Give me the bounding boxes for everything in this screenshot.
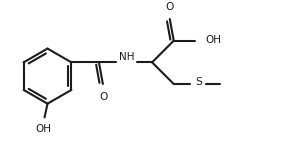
Text: OH: OH [205, 35, 221, 45]
Text: O: O [166, 2, 174, 12]
Text: NH: NH [119, 52, 134, 62]
Text: S: S [195, 77, 202, 87]
Text: OH: OH [36, 124, 52, 134]
Text: O: O [100, 92, 108, 102]
